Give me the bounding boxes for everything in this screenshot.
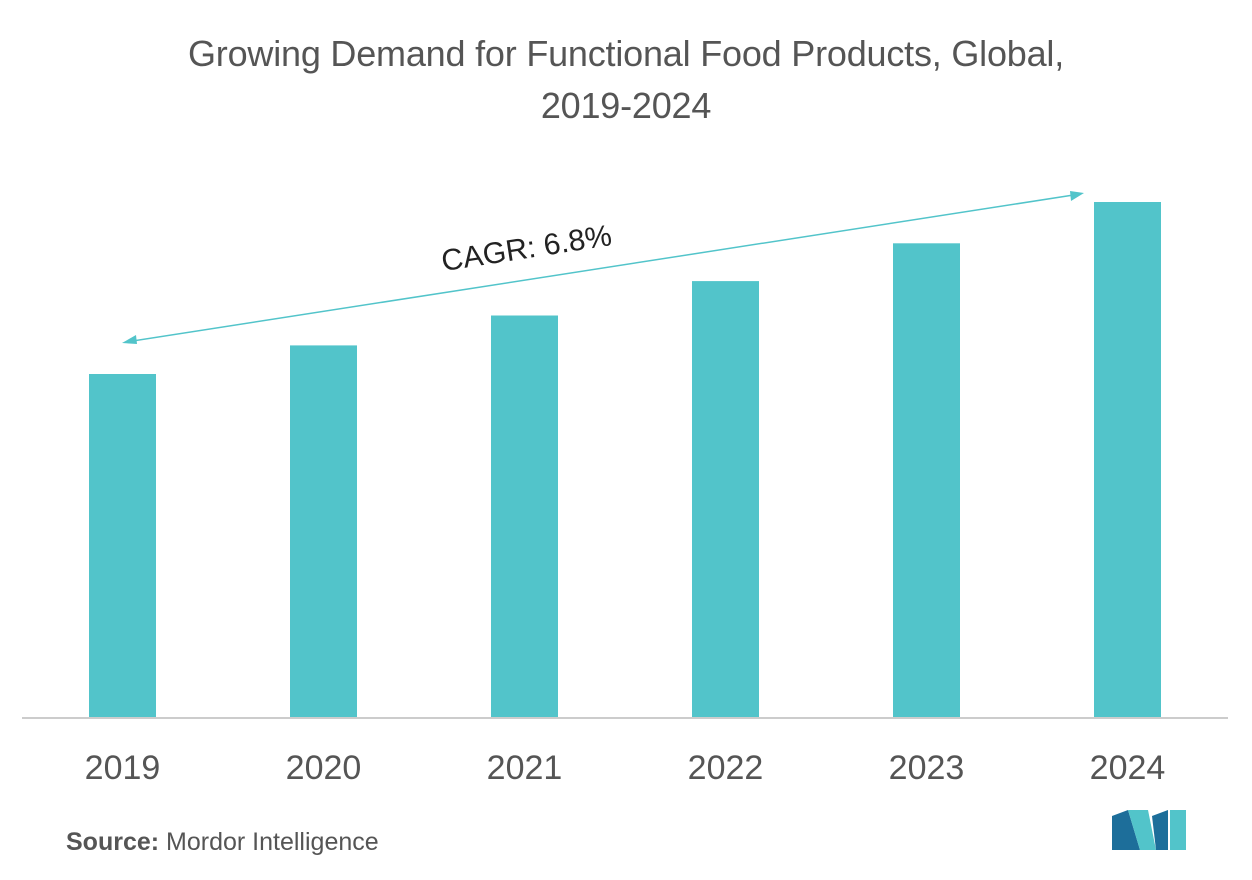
bars-group [89,202,1161,719]
x-tick-label-2022: 2022 [688,749,764,787]
mordor-intelligence-logo-icon [1112,810,1186,850]
bar-2023 [893,243,960,719]
bar-2022 [692,281,759,718]
cagr-arrowhead-right [1070,191,1084,201]
bar-2020 [290,345,357,718]
x-tick-label-2020: 2020 [286,749,362,787]
x-tick-label-2021: 2021 [487,749,563,787]
chart-title: Growing Demand for Functional Food Produ… [0,28,1252,132]
x-tick-labels: 2019 2020 2021 2022 2023 2024 [85,749,1166,787]
cagr-arrowhead-left [122,335,137,344]
bar-2024 [1094,202,1161,718]
cagr-arrow-line [125,193,1081,343]
x-tick-label-2023: 2023 [889,749,965,787]
source-text: Mordor Intelligence [166,828,379,856]
cagr-label: CAGR: 6.8% [439,219,614,278]
bar-2019 [89,374,156,718]
x-tick-label-2019: 2019 [85,749,161,787]
source-label: Source: [66,828,160,856]
source-note: Source: Mordor Intelligence [66,828,379,857]
x-tick-label-2024: 2024 [1090,749,1166,787]
chart-title-line-2: 2019-2024 [540,85,712,126]
chart-title-line-1: Growing Demand for Functional Food Produ… [187,33,1065,74]
bar-2021 [491,315,558,718]
